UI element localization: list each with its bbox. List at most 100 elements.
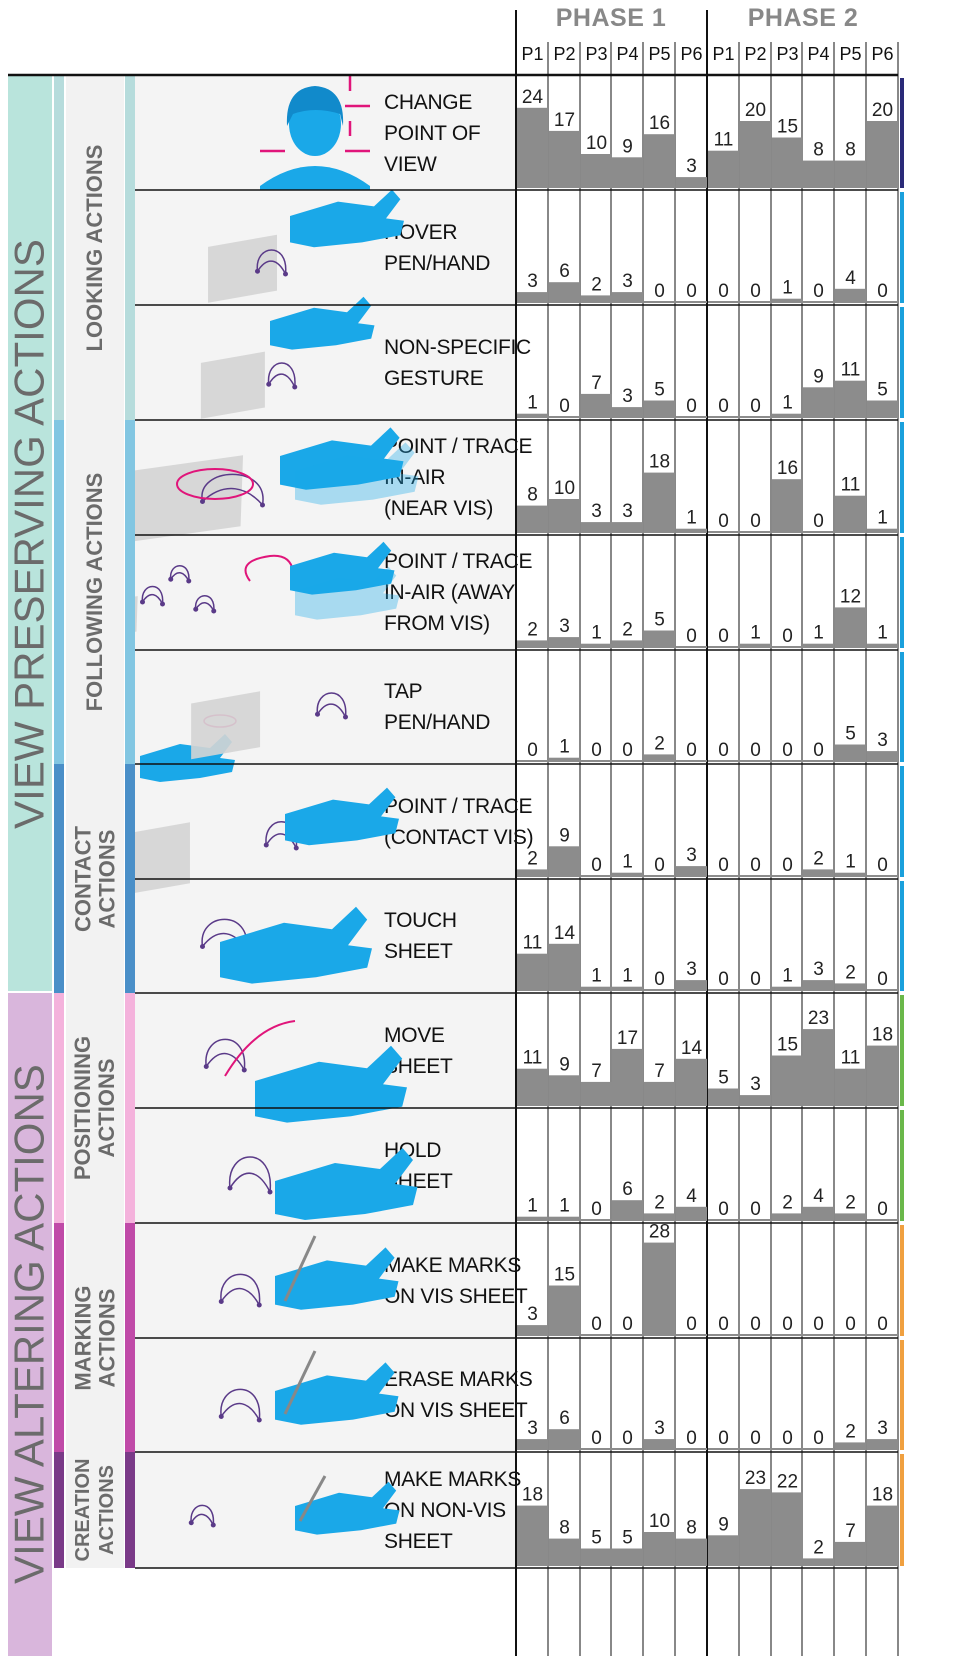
bar-baseline [772,1104,803,1106]
bar-baseline [708,1219,739,1221]
graph-curve-icon [194,594,215,612]
graph-node-icon [256,1417,262,1423]
trace-path-icon [176,468,254,500]
bar-value-label: 8 [845,140,856,161]
graph-node-icon [160,601,165,607]
graph-curve-icon [220,1288,260,1306]
bar-baseline [517,1564,548,1566]
hand-icon [275,1362,399,1425]
bar [581,986,612,990]
bar-value-label: 0 [813,511,824,532]
bar-baseline [612,1334,643,1336]
bar-baseline [517,989,548,991]
bar-value-label: 2 [845,962,856,983]
group-panel [66,1452,124,1568]
bar-baseline [740,301,771,303]
row-color-marker [900,652,904,762]
bar-value-label: 1 [559,737,570,758]
participant-label: P1 [521,44,544,64]
bar-value-label: 0 [813,1314,824,1335]
bar-baseline [644,1334,675,1336]
bar-baseline [676,989,707,991]
bar-value-label: 0 [750,855,761,876]
bar-value-label: 16 [649,113,670,134]
graph-curve-icon [316,703,347,718]
bar-baseline [740,875,771,877]
bar-value-label: 0 [750,969,761,990]
bar [549,943,580,990]
bar-baseline [835,186,866,188]
bar [708,1535,739,1565]
bar-baseline [676,1448,707,1450]
bar [612,986,643,990]
bar-value-label: 0 [718,396,729,417]
bar [772,1492,803,1565]
bar [867,1045,898,1105]
graph-node-icon [200,944,205,949]
bar-value-label: 15 [777,1035,798,1056]
bar [803,1558,834,1565]
bar-value-label: 1 [750,623,761,644]
bar-value-label: 12 [840,586,861,607]
bar-value-label: 2 [591,274,602,295]
bar-baseline [740,646,771,648]
bar [772,1055,803,1105]
graph-curve-icon [316,692,347,718]
bar-baseline [581,531,612,533]
bar [581,643,612,647]
bar-baseline [612,760,643,762]
graph-curve-icon [256,249,287,275]
bar-value-label: 8 [813,140,824,161]
hand-icon [295,1481,400,1535]
bar-value-label: 0 [686,396,697,417]
bar-value-label: 1 [686,508,697,529]
bar-value-label: 2 [813,1537,824,1558]
bar [867,1439,898,1449]
bar-baseline [867,301,898,303]
bar-baseline [612,301,643,303]
participant-label: P1 [712,44,735,64]
bar [867,643,898,647]
bar [549,1538,580,1565]
person-hair-icon [286,86,344,126]
bar [549,130,580,187]
bar-baseline [708,301,739,303]
bar-baseline [803,875,834,877]
bar-baseline [644,989,675,991]
graph-curve-icon [220,1403,260,1421]
bar-baseline [676,531,707,533]
bar-baseline [867,760,898,762]
bar-value-label: 0 [782,740,793,761]
bar-value-label: 3 [527,1418,538,1439]
bar-baseline [867,1219,898,1221]
participant-label: P4 [807,44,830,64]
bar-value-label: 3 [591,501,602,522]
bar-baseline [835,416,866,418]
graph-node-icon [256,1302,262,1308]
vis-sheet-icon [191,691,261,760]
bar [676,528,707,532]
bar [835,380,866,417]
bar-value-label: 14 [554,923,576,944]
action-label: ERASE MARKS ON VIS SHEET [384,1368,533,1422]
hand-icon [255,1045,407,1123]
hand-icon [140,734,235,782]
bar-baseline [676,186,707,188]
graph-curve-icon [141,593,164,605]
bar-baseline [708,875,739,877]
graph-node-icon [186,578,192,584]
participant-label: P2 [744,44,767,64]
bar [676,1206,707,1220]
bar-baseline [549,1334,580,1336]
bar-value-label: 0 [782,1314,793,1335]
bar-baseline [803,1219,834,1221]
bar-value-label: 5 [654,380,665,401]
bar-baseline [740,531,771,533]
bar [835,160,866,187]
bar [772,479,803,532]
category-band-view-altering [8,993,52,1656]
bar [644,1213,675,1220]
bar-value-label: 3 [622,386,633,407]
bar-value-label: 18 [649,452,670,473]
group-stripe [125,76,135,420]
